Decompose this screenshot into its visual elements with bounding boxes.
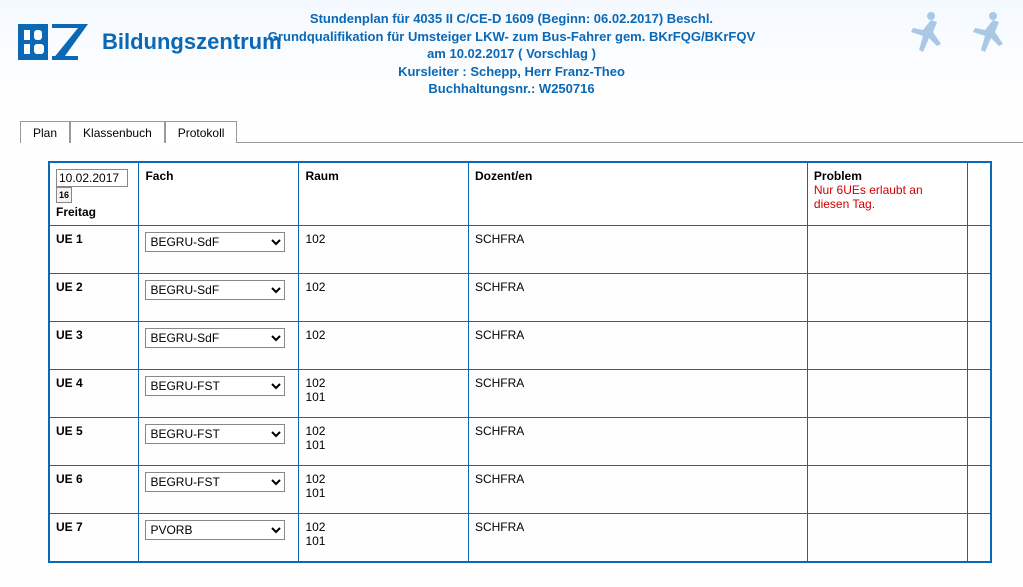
table-row: UE 6 BEGRU-FST 102101SCHFRA: [49, 466, 991, 514]
problem-cell: [807, 226, 967, 274]
ue-cell: UE 2: [49, 274, 139, 322]
fach-cell: BEGRU-SdF: [139, 322, 299, 370]
date-picker-button[interactable]: 16: [56, 187, 72, 203]
table-row: UE 4 BEGRU-FST 102101SCHFRA: [49, 370, 991, 418]
tab-panel: 16 Freitag Fach Raum Dozent/en Problem N…: [20, 142, 1023, 563]
timetable: 16 Freitag Fach Raum Dozent/en Problem N…: [48, 161, 992, 563]
table-row: UE 1 BEGRU-SdF 102SCHFRA: [49, 226, 991, 274]
fach-select[interactable]: BEGRU-SdF: [145, 280, 285, 300]
tail-cell: [967, 466, 991, 514]
table-row: UE 7 PVORB 102101SCHFRA: [49, 514, 991, 562]
date-header-cell: 16 Freitag: [49, 162, 139, 226]
fach-select[interactable]: BEGRU-FST: [145, 376, 285, 396]
date-input[interactable]: [56, 169, 128, 187]
fach-cell: BEGRU-FST: [139, 418, 299, 466]
raum-cell: 102101: [299, 514, 469, 562]
tail-cell: [967, 274, 991, 322]
tail-cell: [967, 418, 991, 466]
problem-note: Nur 6UEs erlaubt an diesen Tag.: [814, 183, 923, 211]
raum-cell: 102: [299, 274, 469, 322]
raum-cell: 102: [299, 322, 469, 370]
fach-cell: PVORB: [139, 514, 299, 562]
fach-cell: BEGRU-SdF: [139, 274, 299, 322]
brand-name: Bildungszentrum: [102, 29, 282, 55]
problem-cell: [807, 418, 967, 466]
fach-cell: BEGRU-FST: [139, 370, 299, 418]
col-header-tail: [967, 162, 991, 226]
brand-logo-block: Bildungszentrum: [18, 20, 282, 64]
dozent-cell: SCHFRA: [468, 274, 807, 322]
col-header-fach: Fach: [139, 162, 299, 226]
runner-icon: [903, 10, 943, 54]
weekday-label: Freitag: [56, 205, 132, 219]
ue-cell: UE 4: [49, 370, 139, 418]
tab-protokoll[interactable]: Protokoll: [165, 121, 238, 143]
fach-select[interactable]: BEGRU-FST: [145, 424, 285, 444]
problem-cell: [807, 274, 967, 322]
runner-icon: [965, 10, 1005, 54]
ue-cell: UE 3: [49, 322, 139, 370]
tab-bar: Plan Klassenbuch Protokoll: [20, 120, 1023, 142]
problem-cell: [807, 514, 967, 562]
raum-cell: 102101: [299, 418, 469, 466]
dozent-cell: SCHFRA: [468, 418, 807, 466]
problem-label: Problem: [814, 169, 862, 183]
col-header-dozent: Dozent/en: [468, 162, 807, 226]
ue-cell: UE 1: [49, 226, 139, 274]
fach-cell: BEGRU-FST: [139, 466, 299, 514]
tail-cell: [967, 370, 991, 418]
table-row: UE 5 BEGRU-FST 102101SCHFRA: [49, 418, 991, 466]
raum-cell: 102101: [299, 466, 469, 514]
tail-cell: [967, 322, 991, 370]
fach-cell: BEGRU-SdF: [139, 226, 299, 274]
ue-cell: UE 5: [49, 418, 139, 466]
tail-cell: [967, 514, 991, 562]
dozent-cell: SCHFRA: [468, 322, 807, 370]
ue-cell: UE 6: [49, 466, 139, 514]
dozent-cell: SCHFRA: [468, 514, 807, 562]
col-header-raum: Raum: [299, 162, 469, 226]
table-row: UE 2 BEGRU-SdF 102SCHFRA: [49, 274, 991, 322]
problem-cell: [807, 322, 967, 370]
fach-select[interactable]: BEGRU-SdF: [145, 232, 285, 252]
dozent-cell: SCHFRA: [468, 466, 807, 514]
brand-logo-icon: [18, 20, 88, 64]
page-header: Bildungszentrum Stundenplan für 4035 II …: [0, 0, 1023, 100]
header-line-5: Buchhaltungsnr.: W250716: [162, 80, 862, 98]
dozent-cell: SCHFRA: [468, 226, 807, 274]
ue-cell: UE 7: [49, 514, 139, 562]
dozent-cell: SCHFRA: [468, 370, 807, 418]
problem-cell: [807, 370, 967, 418]
raum-cell: 102101: [299, 370, 469, 418]
tail-cell: [967, 226, 991, 274]
table-row: UE 3 BEGRU-SdF 102SCHFRA: [49, 322, 991, 370]
tab-plan[interactable]: Plan: [20, 121, 70, 143]
fach-select[interactable]: BEGRU-FST: [145, 472, 285, 492]
table-header-row: 16 Freitag Fach Raum Dozent/en Problem N…: [49, 162, 991, 226]
header-line-4: Kursleiter : Schepp, Herr Franz-Theo: [162, 63, 862, 81]
fach-select[interactable]: BEGRU-SdF: [145, 328, 285, 348]
tab-klassenbuch[interactable]: Klassenbuch: [70, 121, 165, 143]
raum-cell: 102: [299, 226, 469, 274]
problem-cell: [807, 466, 967, 514]
fach-select[interactable]: PVORB: [145, 520, 285, 540]
col-header-problem: Problem Nur 6UEs erlaubt an diesen Tag.: [807, 162, 967, 226]
